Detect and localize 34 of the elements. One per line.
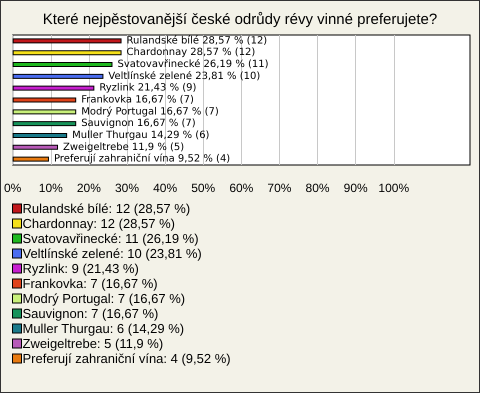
data-label: Ryzlink 21,43 % (9) [99,82,197,94]
chart-title: Které nejpěstovanější české odrůdy révy vinné preferujete? [42,11,438,28]
legend-label: Rulandské bílé: 12 (28,57 %) [22,201,190,216]
data-label: Modrý Portugal 16,67 % (7) [81,106,219,118]
x-tick-label: 0% [4,181,22,195]
x-tick-label: 50% [191,181,216,195]
legend-label: Svatovavřinecké: 11 (26,19 %) [22,231,199,246]
x-tick-label: 90% [344,181,368,195]
x-tick-label: 40% [153,181,178,195]
legend-label: Modrý Portugal: 7 (16,67 %) [22,291,186,306]
legend-label: Sauvignon: 7 (16,67 %) [22,306,158,321]
legend-label: Zweigeltrebe: 5 (11,9 %) [22,336,164,351]
data-label: Rulandské bílé 28,57 % (12) [126,35,268,46]
data-label: Muller Thurgau 14,29 % (6) [72,130,210,141]
data-label: Preferují zahraniční vína 9,52 % (4) [54,154,230,165]
x-tick-label: 100% [378,181,410,195]
data-label: Sauvignon 16,67 % (7) [81,118,196,130]
x-tick-label: 10% [38,181,64,195]
legend-label: Veltlínské zelené: 10 (23,81 %) [22,246,202,261]
legend-label: Muller Thurgau: 6 (14,29 %) [22,321,184,336]
x-tick-label: 60% [229,181,254,195]
data-label: Frankovka 16,67 % (7) [81,94,194,106]
legend-label: Ryzlink: 9 (21,43 %) [22,261,139,276]
x-tick-label: 20% [76,181,102,195]
legend-label: Chardonnay: 12 (28,57 %) [22,216,175,231]
legend-label: Frankovka: 7 (16,67 %) [22,276,158,291]
data-label: Chardonnay 28,57 % (12) [126,47,256,58]
x-tick-label: 30% [114,181,140,195]
legend-label: Preferují zahraniční vína: 4 (9,52 %) [22,351,231,366]
data-label: Zweigeltrebe 11,9 % (5) [63,142,184,153]
data-label: Veltlínské zelené 23,81 % (10) [108,70,260,82]
data-label: Svatovavřinecké 26,19 % (11) [117,59,269,70]
x-tick-label: 80% [306,181,330,195]
x-tick-label: 70% [267,181,292,195]
